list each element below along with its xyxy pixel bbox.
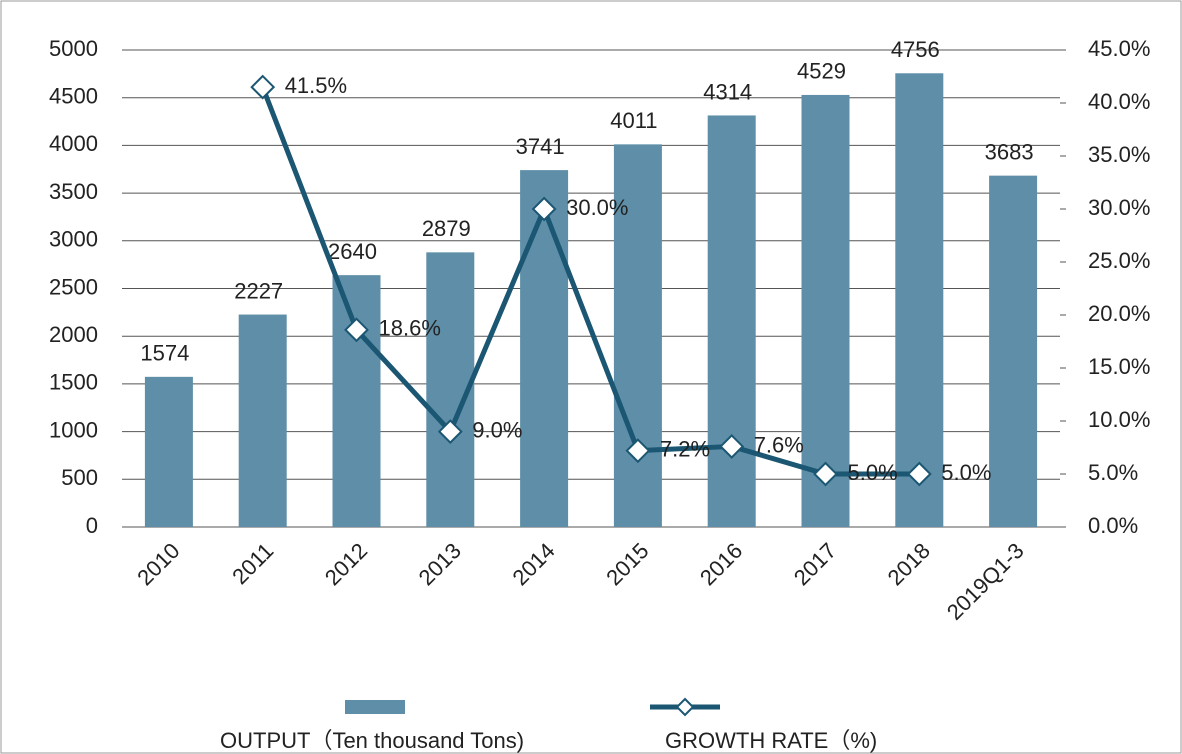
growth-marker bbox=[344, 317, 369, 343]
bar-value-label: 2879 bbox=[422, 216, 471, 241]
legend-label: GROWTH RATE（%) bbox=[665, 728, 877, 753]
y2-tick-label: 15.0% bbox=[1088, 354, 1150, 379]
y2-tick-label: 40.0% bbox=[1088, 89, 1150, 114]
bar-value-label: 4756 bbox=[891, 37, 940, 62]
y-tick-label: 1500 bbox=[49, 370, 98, 395]
y-tick-label: 1000 bbox=[49, 417, 98, 442]
bar-value-label: 2227 bbox=[234, 278, 283, 303]
legend-marker bbox=[675, 697, 695, 717]
growth-marker bbox=[250, 74, 276, 100]
bar bbox=[613, 144, 662, 528]
growth-value-label: 5.0% bbox=[941, 460, 991, 485]
growth-value-label: 9.0% bbox=[472, 417, 522, 442]
y-tick-label: 3000 bbox=[49, 227, 98, 252]
bar-value-label: 4529 bbox=[797, 59, 846, 84]
y-tick-label: 500 bbox=[61, 465, 98, 490]
growth-value-label: 7.6% bbox=[754, 432, 804, 457]
growth-value-label: 18.6% bbox=[379, 316, 441, 341]
y2-tick-label: 0.0% bbox=[1088, 513, 1138, 538]
growth-value-label: 5.0% bbox=[848, 460, 898, 485]
y-tick-label: 4000 bbox=[49, 131, 98, 156]
bar bbox=[238, 314, 287, 527]
growth-marker bbox=[906, 461, 932, 487]
y-tick-label: 2500 bbox=[49, 274, 98, 299]
y2-tick-label: 45.0% bbox=[1088, 36, 1150, 61]
y2-tick-label: 5.0% bbox=[1088, 460, 1138, 485]
bar bbox=[144, 376, 193, 527]
y2-tick-label: 30.0% bbox=[1088, 195, 1150, 220]
bar bbox=[520, 170, 569, 528]
growth-marker bbox=[719, 434, 745, 459]
bar bbox=[801, 94, 850, 527]
growth-line bbox=[260, 86, 920, 477]
bar-value-label: 4314 bbox=[703, 79, 752, 104]
y-tick-label: 2000 bbox=[49, 322, 98, 347]
growth-marker bbox=[437, 419, 463, 445]
growth-value-label: 41.5% bbox=[285, 73, 347, 98]
y2-tick-label: 10.0% bbox=[1088, 407, 1150, 432]
growth-marker bbox=[625, 438, 651, 464]
y-tick-label: 5000 bbox=[49, 36, 98, 61]
bar bbox=[332, 275, 381, 527]
bar-value-label: 3683 bbox=[985, 139, 1034, 164]
growth-marker bbox=[813, 461, 838, 487]
bar-value-label: 2640 bbox=[328, 239, 377, 264]
legend-swatch bbox=[345, 700, 405, 714]
y-tick-label: 0 bbox=[86, 513, 98, 538]
y-tick-label: 4500 bbox=[49, 84, 98, 109]
bar-value-label: 3741 bbox=[516, 134, 565, 159]
growth-value-label: 30.0% bbox=[566, 195, 628, 220]
bar-value-label: 4011 bbox=[610, 108, 657, 133]
y2-tick-label: 25.0% bbox=[1088, 248, 1150, 273]
growth-marker bbox=[531, 196, 557, 222]
growth-value-label: 7.2% bbox=[660, 436, 710, 461]
bar bbox=[895, 73, 944, 528]
y-tick-label: 3500 bbox=[49, 179, 98, 204]
legend-label: OUTPUT（Ten thousand Tons) bbox=[220, 728, 524, 753]
bar bbox=[989, 175, 1038, 528]
bar-value-label: 1574 bbox=[140, 341, 189, 366]
bar bbox=[707, 115, 756, 527]
y2-tick-label: 20.0% bbox=[1088, 301, 1150, 326]
y2-tick-label: 35.0% bbox=[1088, 142, 1150, 167]
